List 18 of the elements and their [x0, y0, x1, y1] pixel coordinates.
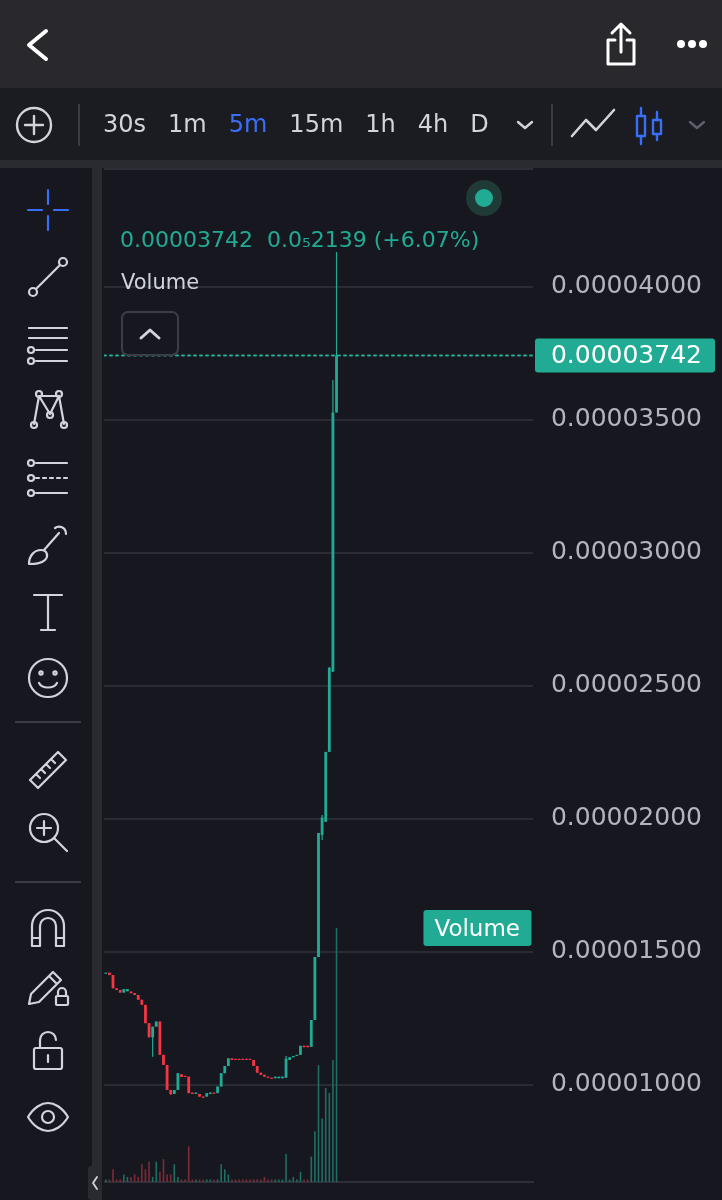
text: 4h — [417, 110, 449, 138]
y-tick-label: 0.00002000 — [550, 802, 702, 832]
text: 30s — [103, 110, 147, 138]
y-tick-label: 0.00002500 — [550, 669, 702, 699]
ref-line-label: 0.00003742 — [550, 340, 702, 370]
chart-title: Volume — [121, 269, 200, 295]
y-tick-label: 0.00001500 — [550, 935, 702, 965]
annotation: 0.00003742 0.0₅2139 (+6.07%) — [120, 227, 480, 253]
text: 5m — [228, 110, 268, 138]
y-tick-label: 0.00003500 — [550, 403, 702, 433]
text: 1m — [168, 110, 207, 138]
text: 15m — [289, 110, 344, 138]
annotation: Volume — [423, 910, 531, 946]
text: 1h — [365, 110, 396, 138]
y-tick-label: 0.00004000 — [550, 270, 702, 300]
text: D — [470, 110, 489, 138]
y-tick-label: 0.00001000 — [550, 1068, 702, 1098]
y-tick-label: 0.00003000 — [550, 536, 702, 566]
